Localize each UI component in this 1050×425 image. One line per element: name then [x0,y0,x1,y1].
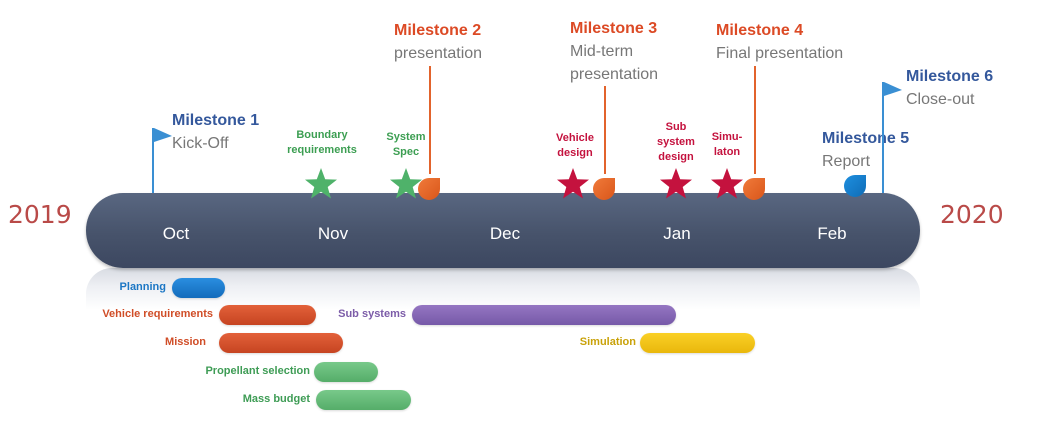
task-mass-budget-label: Mass budget [242,393,310,405]
month-nov: Nov [317,224,349,243]
task-planning-bar [172,278,225,298]
task-simulation-bar [640,333,755,353]
milestone-6-pole [882,82,884,193]
milestone-4-drop-icon [743,178,765,200]
task-propellant-selection-label: Propellant selection [205,365,310,377]
task-vehicle-requirements-label: Vehicle requirements [102,308,213,320]
milestone-6-title: Milestone 6 [906,68,994,85]
milestone-1-title: Milestone 1 [172,112,260,129]
milestone-4-title: Milestone 4 [716,22,804,39]
task-sub-systems-label: Sub systems [338,308,406,320]
task-simulation-label: Simulation [579,336,636,348]
milestone-6-subtitle: Close-out [906,91,975,108]
milestone-4-line [754,66,756,174]
event-boundary-requirements-label: Boundary requirements [287,129,357,156]
month-oct: Oct [162,224,190,243]
milestone-2-title: Milestone 2 [394,22,482,39]
month-jan: Jan [663,224,691,243]
milestone-5-title: Milestone 5 [822,130,910,147]
milestone-2-drop-icon [418,178,440,200]
green-star-icon [305,168,337,199]
milestone-5-subtitle: Report [822,153,871,170]
milestone-3-drop-icon [593,178,615,200]
milestone-2-subtitle: presentation [394,45,483,62]
event-system-spec-label: System Spec [386,131,426,158]
milestone-4-subtitle: Final presentation [716,45,844,62]
milestone-6-flag-icon [884,82,902,96]
start-year: 2019 [8,200,72,229]
event-vehicle-design-label: Vehicle design [556,132,594,159]
crimson-star-icon [660,168,692,199]
task-planning-label: Planning [119,281,166,293]
month-dec: Dec [489,224,521,243]
task-mission-bar [219,333,343,353]
green-star-icon [390,168,422,199]
timeline-bar [86,193,920,268]
event-subsystem-design-label: Sub system design [657,121,695,163]
task-mass-budget-bar [316,390,411,410]
task-sub-systems-bar [412,305,676,325]
milestone-1-flag-icon [154,128,172,142]
milestone-3-line [604,86,606,174]
task-propellant-selection-bar [314,362,378,382]
milestone-1-subtitle: Kick-Off [172,135,229,152]
crimson-star-icon [711,168,743,199]
milestone-5-drop-icon [844,175,866,197]
task-mission-label: Mission [165,336,206,348]
event-simulation-label: Simu- laton [711,131,743,158]
crimson-star-icon [557,168,589,199]
month-feb: Feb [817,224,847,243]
milestone-3-subtitle-line1: Mid-term [570,43,634,60]
milestone-3-subtitle-line2: presentation [570,66,659,83]
end-year: 2020 [940,200,1004,229]
timeline-reflection [86,268,920,310]
milestone-3-title: Milestone 3 [570,20,658,37]
task-vehicle-requirements-bar [219,305,316,325]
milestone-2-line [429,66,431,174]
milestone-1-pole [152,128,154,193]
